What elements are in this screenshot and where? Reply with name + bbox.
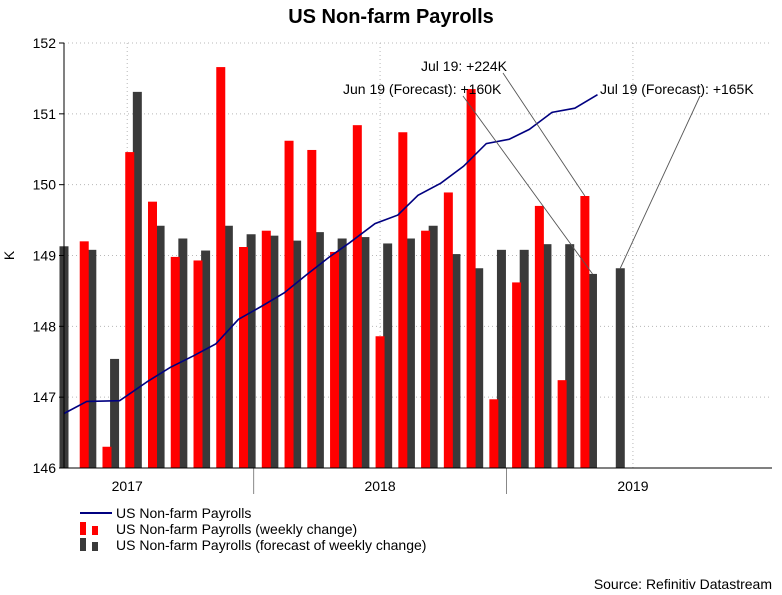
weekly-change-bar bbox=[125, 152, 135, 469]
forecast-bar bbox=[474, 268, 484, 468]
weekly-change-bar bbox=[170, 256, 180, 468]
annotation-leader bbox=[619, 95, 701, 269]
x-tick-label: 2017 bbox=[112, 478, 143, 494]
y-tick-label: 148 bbox=[33, 318, 57, 334]
chart-title: US Non-farm Payrolls bbox=[288, 6, 494, 28]
weekly-change-bar bbox=[375, 336, 385, 468]
weekly-change-bar bbox=[307, 149, 317, 469]
y-tick-label: 152 bbox=[33, 35, 57, 51]
y-tick-label: 150 bbox=[33, 177, 57, 193]
x-tick-label: 2019 bbox=[617, 478, 648, 494]
forecast-bar bbox=[337, 238, 347, 468]
forecast-bar bbox=[269, 235, 279, 468]
weekly-change-bar bbox=[398, 132, 408, 468]
forecast-bar bbox=[405, 238, 415, 468]
forecast-bar bbox=[314, 232, 324, 468]
weekly-change-bar bbox=[443, 192, 453, 469]
legend-dark-label: US Non-farm Payrolls (forecast of weekly… bbox=[116, 537, 427, 553]
annotation-leader bbox=[462, 95, 593, 275]
weekly-change-bar bbox=[239, 247, 249, 468]
weekly-change-bar bbox=[580, 196, 590, 468]
forecast-bar bbox=[292, 240, 302, 468]
forecast-bar bbox=[360, 237, 370, 468]
forecast-bar bbox=[519, 249, 529, 468]
forecast-bar bbox=[201, 250, 211, 468]
forecast-bar bbox=[87, 249, 97, 468]
forecast-bar bbox=[132, 91, 142, 468]
forecast-bar bbox=[383, 243, 393, 468]
legend-red-swatch bbox=[80, 522, 98, 535]
weekly-change-bar bbox=[102, 446, 112, 468]
forecast-bar bbox=[110, 358, 120, 468]
source-note: Source: Refinitiv Datastream bbox=[593, 576, 772, 592]
weekly-change-bar bbox=[284, 140, 294, 468]
forecast-bar bbox=[615, 268, 625, 468]
legend-line-swatch bbox=[80, 512, 112, 514]
legend-line-label: US Non-farm Payrolls bbox=[116, 505, 252, 521]
y-axis-label: K bbox=[1, 250, 17, 260]
weekly-change-bar bbox=[79, 241, 89, 468]
chart-plot: Jul 19: +224K Jun 19 (Forecast): +160K Jul… bbox=[1, 35, 772, 494]
forecast-bar bbox=[223, 225, 233, 468]
payrolls-line-layer bbox=[63, 94, 598, 415]
legend-red-label: US Non-farm Payrolls (weekly change) bbox=[116, 521, 358, 537]
x-tick-label: 2018 bbox=[364, 478, 395, 494]
weekly-change-bar bbox=[261, 230, 271, 468]
forecast-bar bbox=[565, 244, 575, 468]
forecast-bar bbox=[542, 244, 552, 468]
payrolls-line bbox=[63, 94, 598, 415]
weekly-change-bar bbox=[557, 380, 567, 468]
annotation-leader bbox=[502, 72, 586, 197]
weekly-change-bar bbox=[352, 125, 362, 469]
weekly-change-bar bbox=[534, 205, 544, 468]
weekly-change-bar bbox=[489, 399, 499, 468]
axes: 146 147 148 149 150 151 152 2017 2018 2019 K bbox=[1, 35, 772, 494]
forecast-bar bbox=[246, 234, 256, 468]
weekly-change-bar bbox=[148, 201, 157, 468]
y-tick-label: 147 bbox=[33, 389, 57, 405]
forecast-bar bbox=[428, 225, 438, 468]
annotation-label: Jun 19 (Forecast): +160K bbox=[343, 81, 502, 97]
weekly-change-bar bbox=[466, 89, 476, 469]
forecast-bar bbox=[451, 254, 461, 468]
annotations: Jul 19: +224K Jun 19 (Forecast): +160K Jul… bbox=[343, 58, 754, 275]
weekly-change-bar bbox=[512, 282, 522, 468]
forecast-bars bbox=[59, 91, 625, 468]
annotation-label: Jul 19: +224K bbox=[421, 58, 508, 74]
y-tick-label: 151 bbox=[33, 106, 57, 122]
weekly-change-bars bbox=[79, 67, 590, 469]
forecast-bar bbox=[587, 273, 597, 468]
forecast-bar bbox=[178, 238, 188, 468]
forecast-bar bbox=[155, 225, 165, 468]
weekly-change-bar bbox=[421, 230, 431, 468]
legend-dark-swatch bbox=[80, 538, 98, 551]
weekly-change-bar bbox=[216, 67, 226, 468]
grid bbox=[64, 42, 772, 468]
y-tick-label: 149 bbox=[33, 248, 57, 264]
y-tick-label: 146 bbox=[33, 460, 57, 476]
annotation-label: Jul 19 (Forecast): +165K bbox=[600, 81, 754, 97]
forecast-bar bbox=[496, 249, 506, 468]
weekly-change-bar bbox=[330, 251, 340, 468]
weekly-change-bar bbox=[193, 260, 203, 468]
